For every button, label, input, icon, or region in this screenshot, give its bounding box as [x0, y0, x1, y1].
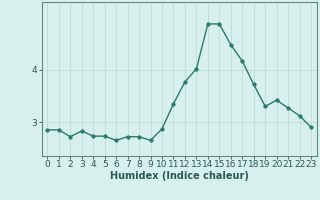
X-axis label: Humidex (Indice chaleur): Humidex (Indice chaleur) [110, 171, 249, 181]
